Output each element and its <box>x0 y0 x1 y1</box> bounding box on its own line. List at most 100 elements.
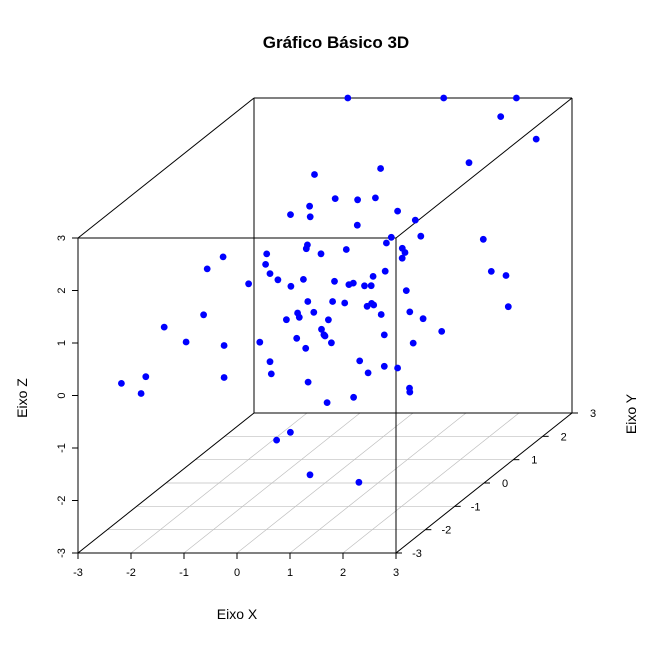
data-point <box>398 254 406 262</box>
y-tick-label: 0 <box>502 478 508 490</box>
box-edge <box>395 97 573 239</box>
data-point <box>306 471 314 479</box>
data-point <box>440 94 448 102</box>
data-point <box>311 171 318 178</box>
data-point <box>502 272 510 279</box>
data-point <box>160 323 168 331</box>
y-axis-ticks: -3 -2 -1 0 1 2 3 <box>396 408 596 560</box>
data-point <box>182 338 190 346</box>
data-point <box>256 338 264 346</box>
data-point <box>328 339 335 347</box>
x-tick-label: 3 <box>393 567 399 579</box>
data-point <box>287 428 294 436</box>
data-point <box>245 280 253 288</box>
data-point <box>411 216 419 224</box>
data-point <box>287 211 294 219</box>
data-point <box>331 195 339 203</box>
data-point <box>383 239 390 247</box>
data-point <box>302 245 310 253</box>
data-point <box>266 358 274 366</box>
data-point <box>398 244 406 252</box>
y-tick-label: -1 <box>471 501 481 513</box>
y-tick-label: 1 <box>531 455 537 467</box>
data-point <box>402 287 410 294</box>
data-point <box>293 334 301 342</box>
data-point <box>267 370 275 378</box>
data-point <box>438 328 446 335</box>
chart-title: Gráfico Básico 3D <box>263 33 409 52</box>
data-point <box>367 282 375 290</box>
data-point <box>380 331 388 339</box>
data-point <box>350 393 357 401</box>
data-point <box>323 399 331 406</box>
z-tick-label: 2 <box>56 287 68 293</box>
z-axis-ticks: -3 -2 -1 0 1 2 3 <box>56 235 78 558</box>
data-point <box>331 277 338 285</box>
data-point <box>369 273 377 280</box>
data-point <box>300 276 307 283</box>
data-point <box>394 207 401 215</box>
z-tick-label: 0 <box>56 392 68 398</box>
box-edge <box>77 412 255 554</box>
data-point <box>317 250 325 258</box>
y-tick-label: -3 <box>412 548 422 560</box>
data-point <box>417 232 425 240</box>
data-point <box>479 235 487 243</box>
data-point <box>274 276 282 284</box>
data-point <box>287 282 295 290</box>
z-tick-label: 3 <box>56 235 68 241</box>
data-point <box>532 135 540 143</box>
data-point <box>219 253 227 261</box>
data-point <box>142 373 150 381</box>
data-point <box>273 436 280 444</box>
data-point <box>377 165 384 172</box>
data-point <box>200 311 208 319</box>
data-point <box>321 332 329 340</box>
data-point <box>380 362 388 370</box>
data-point <box>406 384 413 392</box>
x-axis-ticks: -3 -2 -1 0 1 2 3 <box>73 553 399 579</box>
box-edge <box>77 97 255 239</box>
data-point <box>409 339 417 347</box>
data-points <box>118 94 540 486</box>
z-tick-label: 1 <box>56 340 68 346</box>
data-point <box>344 94 352 102</box>
x-tick-label: 1 <box>287 567 293 579</box>
data-point <box>372 194 379 202</box>
data-point <box>419 315 427 323</box>
data-point <box>342 246 350 253</box>
data-point <box>354 196 361 204</box>
data-point <box>304 298 312 305</box>
data-point <box>513 94 520 102</box>
z-axis-label: Eixo Z <box>14 378 30 418</box>
data-point <box>361 282 368 290</box>
y-tick-label: 3 <box>590 408 596 420</box>
data-point <box>370 301 378 309</box>
y-axis-label: Eixo Y <box>623 393 639 434</box>
z-tick-label: -3 <box>56 548 68 558</box>
x-tick-label: 2 <box>340 567 346 579</box>
data-point <box>295 313 303 321</box>
data-point <box>306 202 313 210</box>
data-point <box>318 325 325 333</box>
data-point <box>266 270 274 277</box>
data-point <box>341 299 349 307</box>
data-point <box>387 233 395 241</box>
data-point <box>283 316 290 324</box>
x-tick-label: -3 <box>73 567 83 579</box>
data-point <box>345 281 353 288</box>
floor-grid <box>77 412 573 554</box>
data-point <box>356 357 364 365</box>
z-tick-label: -1 <box>56 443 68 453</box>
data-point <box>364 369 372 377</box>
data-point <box>304 378 312 386</box>
data-point <box>118 380 125 387</box>
data-point <box>394 364 401 372</box>
data-point <box>203 265 211 273</box>
data-point <box>325 316 332 324</box>
data-point <box>353 221 361 229</box>
x-tick-label: 0 <box>234 567 240 579</box>
data-point <box>306 213 314 221</box>
data-point <box>504 303 512 311</box>
